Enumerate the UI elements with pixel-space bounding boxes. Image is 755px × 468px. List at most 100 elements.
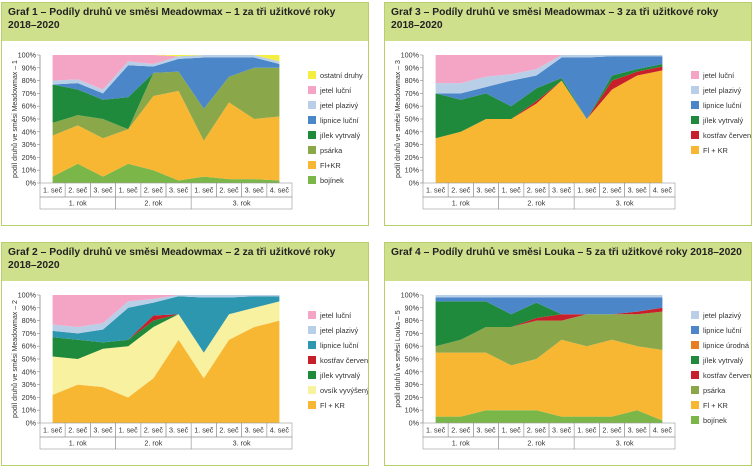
chart-title: Graf 2 – Podíly druhů ve směsi Meadowmax… xyxy=(8,247,336,271)
y-tick-label: 80% xyxy=(405,316,420,325)
legend-swatch xyxy=(691,101,699,109)
legend-swatch xyxy=(308,146,316,154)
legend-label: jetel plazivý xyxy=(319,101,359,110)
legend-swatch xyxy=(308,116,316,124)
y-tick-label: 60% xyxy=(405,102,420,111)
legend-label: lipnice luční xyxy=(703,101,743,110)
legend-label: ovsík vyvýšený xyxy=(320,386,369,395)
y-tick-label: 40% xyxy=(405,367,420,376)
y-tick-label: 70% xyxy=(22,329,37,338)
chart-header xyxy=(385,3,751,41)
x-group-cell xyxy=(573,196,676,210)
x-group-label: 2. rok xyxy=(527,199,545,208)
y-tick-label: 50% xyxy=(22,355,37,364)
legend-label: jílek vytrvalý xyxy=(319,131,361,140)
x-tick-label: 4. seč xyxy=(653,426,673,435)
x-tick-label: 1. seč xyxy=(119,186,139,195)
x-group-label: 1. rok xyxy=(452,439,470,448)
legend-swatch xyxy=(691,356,699,364)
legend-label: bojínek xyxy=(703,416,727,425)
area-jetel-plazivy xyxy=(52,295,280,334)
y-tick-label: 70% xyxy=(22,89,37,98)
area-fl-kr xyxy=(52,320,280,423)
legend-swatch xyxy=(308,386,316,394)
legend-label: lipnice luční xyxy=(320,341,360,350)
y-tick-label: 70% xyxy=(405,329,420,338)
area-jilek-vytrvaly xyxy=(52,67,280,130)
y-tick-label: 30% xyxy=(22,140,37,149)
legend-label: jílek vytrvalý xyxy=(319,371,361,380)
x-tick-label: 1. seč xyxy=(119,426,139,435)
area-lipnice-lucni xyxy=(435,297,663,315)
x-group-label: 1. rok xyxy=(452,199,470,208)
x-tick-label: 3. seč xyxy=(245,186,265,195)
legend-swatch xyxy=(308,401,316,409)
y-tick-label: 30% xyxy=(405,380,420,389)
legend-swatch xyxy=(691,386,699,394)
y-axis-label: podíl druhů ve směsi Meadowmax – 1 xyxy=(11,60,19,178)
y-tick-label: 10% xyxy=(405,406,420,415)
chart-header xyxy=(385,243,751,281)
chart-panel-2: Graf 2 – Podíly druhů ve směsi Meadowmax… xyxy=(1,242,369,466)
y-axis-label: podíl druhů ve směsi Meadowmax – 3 xyxy=(394,60,402,178)
x-tick-label: 1. seč xyxy=(43,426,63,435)
legend-swatch xyxy=(691,311,699,319)
legend-label: lipnice luční xyxy=(320,116,360,125)
x-group-cell xyxy=(190,196,293,210)
area-bojinek xyxy=(52,163,280,183)
legend-label: jetel luční xyxy=(702,71,735,80)
y-tick-label: 60% xyxy=(22,102,37,111)
legend-label: jetel plazivý xyxy=(319,326,359,335)
x-tick-label: 2. seč xyxy=(68,426,88,435)
y-tick-label: 60% xyxy=(405,342,420,351)
legend-label: bojínek xyxy=(320,176,344,185)
y-tick-label: 20% xyxy=(22,153,37,162)
legend-label: jílek vytrvalý xyxy=(702,356,744,365)
x-group-label: 1. rok xyxy=(69,439,87,448)
legend-swatch xyxy=(308,161,316,169)
legend-swatch xyxy=(308,356,316,364)
x-group-label: 2. rok xyxy=(527,439,545,448)
chart-svg: 0% 10% 20% 30% 40% 50% 60% 70% 80% 90% 100%podíl d… xyxy=(11,51,363,210)
x-tick-label: 1. seč xyxy=(577,426,597,435)
y-tick-label: 30% xyxy=(22,380,37,389)
chart-panel-3: Graf 3 – Podíly druhů ve směsi Meadowmax… xyxy=(384,2,752,226)
y-tick-label: 10% xyxy=(22,406,37,415)
y-tick-label: 90% xyxy=(405,63,420,72)
legend-swatch xyxy=(691,71,699,79)
legend-label: psárka xyxy=(703,386,726,395)
x-tick-label: 3. seč xyxy=(552,186,572,195)
x-tick-label: 2. seč xyxy=(451,186,471,195)
y-tick-label: 20% xyxy=(405,393,420,402)
legend-label: kostřav červená xyxy=(703,371,752,380)
y-tick-label: 30% xyxy=(405,140,420,149)
y-tick-label: 90% xyxy=(22,63,37,72)
legend-label: psárka xyxy=(320,146,343,155)
x-tick-label: 4. seč xyxy=(653,186,673,195)
x-tick-label: 2. seč xyxy=(451,426,471,435)
chart-header xyxy=(2,3,368,41)
x-tick-label: 3. seč xyxy=(628,426,648,435)
legend-swatch xyxy=(691,416,699,424)
x-group-cell xyxy=(573,436,676,450)
area-jilek-vytrvaly xyxy=(435,301,663,347)
x-tick-label: 3. seč xyxy=(93,426,113,435)
chart-svg: 0% 10% 20% 30% 40% 50% 60% 70% 80% 90% 100%podíl d… xyxy=(394,51,751,210)
legend-label: lipnice luční xyxy=(703,326,743,335)
x-tick-label: 3. seč xyxy=(476,426,496,435)
x-tick-label: 1. seč xyxy=(194,186,214,195)
legend-swatch xyxy=(691,116,699,124)
y-tick-label: 90% xyxy=(405,303,420,312)
legend-swatch xyxy=(691,326,699,334)
area-kostrav-cervena xyxy=(435,307,663,347)
y-tick-label: 50% xyxy=(22,115,37,124)
legend-swatch xyxy=(691,131,699,139)
y-tick-label: 90% xyxy=(22,303,37,312)
y-tick-label: 50% xyxy=(405,115,420,124)
area-jetel-lucni xyxy=(52,55,280,90)
x-group-cell xyxy=(190,436,293,450)
x-group-label: 1. rok xyxy=(69,199,87,208)
y-tick-label: 0% xyxy=(409,419,420,428)
chart-title: Graf 1 – Podíly druhů ve směsi Meadowmax… xyxy=(8,7,336,31)
x-tick-label: 2. seč xyxy=(144,426,164,435)
